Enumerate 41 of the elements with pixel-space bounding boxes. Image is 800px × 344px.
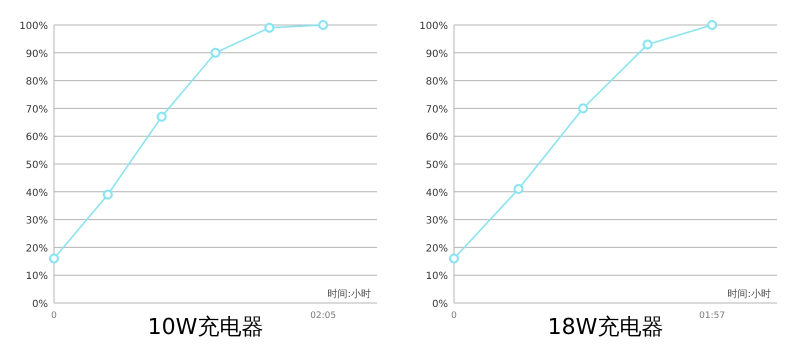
y-tick-label: 90%	[426, 48, 448, 60]
y-tick-label: 0%	[32, 299, 48, 310]
y-tick-label: 70%	[426, 104, 448, 116]
point	[264, 22, 274, 33]
y-tick-label: 80%	[26, 76, 48, 88]
text: 18W充电器	[548, 315, 664, 340]
y-tick-label: 30%	[26, 216, 48, 227]
point	[642, 39, 653, 50]
point	[318, 20, 328, 30]
y-tick-label: 70%	[26, 104, 48, 116]
x-tick-label: 0	[451, 311, 458, 321]
point	[156, 112, 167, 122]
y-tick-label: 20%	[26, 243, 48, 254]
x-tick-label: 01:57	[699, 311, 726, 321]
point	[578, 103, 588, 114]
point	[102, 190, 113, 200]
y-tick-label: 60%	[26, 132, 48, 144]
y-tick-label: 90%	[26, 48, 48, 60]
x-axis-title: 时间:小时	[328, 288, 371, 300]
text: 10W充电器	[148, 315, 264, 340]
y-tick-label: 60%	[426, 132, 448, 144]
y-tick-label: 100%	[19, 21, 48, 32]
y-tick-label: 50%	[26, 160, 48, 171]
y-tick-label: 40%	[426, 188, 448, 199]
y-tick-label: 20%	[426, 243, 448, 254]
y-tick-label: 0%	[432, 299, 448, 310]
x-axis-title: 时间:小时	[728, 288, 771, 300]
x-tick-label: 02:05	[310, 311, 336, 321]
y-tick-label: 40%	[26, 188, 48, 199]
point	[210, 48, 220, 58]
y-tick-label: 80%	[426, 76, 448, 88]
y-tick-label: 100%	[419, 21, 448, 32]
point	[707, 20, 718, 30]
y-tick-label: 50%	[426, 160, 448, 171]
x-tick-label: 0	[51, 311, 58, 321]
y-tick-label: 10%	[26, 271, 48, 282]
y-tick-label: 30%	[426, 216, 448, 227]
point	[449, 254, 459, 264]
y-tick-label: 10%	[426, 271, 448, 282]
point	[514, 184, 524, 194]
point	[49, 254, 59, 264]
